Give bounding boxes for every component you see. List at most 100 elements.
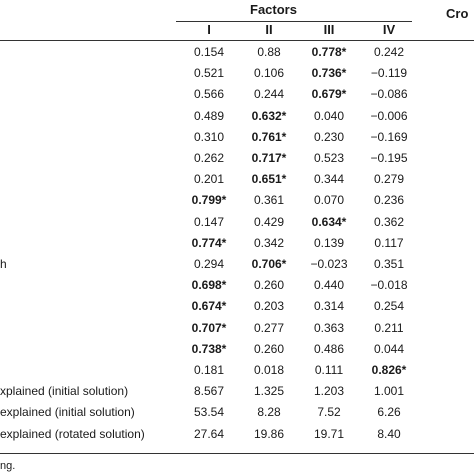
table-cell: 0.778* [311,45,347,59]
table-cell: 27.64 [193,426,225,441]
table-cell: 8.40 [377,426,401,441]
table-cell: 7.52 [317,405,341,420]
table-cell: 0.799* [191,193,227,208]
table-row: 0.707* 0.277 0.363 0.211 [0,318,474,339]
table-cell: 0.018 [253,363,285,377]
table-cell: 8.567 [193,384,225,399]
factors-header: Factors [250,2,297,17]
table-cell: 0.342 [253,235,285,250]
table-cell: 0.310 [193,129,225,144]
table-cell: −0.086 [370,87,408,102]
table-cell: 0.106 [253,66,285,81]
table-cell: −0.006 [370,108,408,123]
table-cell: 0.674* [191,299,227,314]
table-cell: 0.262 [193,151,225,165]
table-row: xplained (initial solution) 8.567 1.325 1.2… [0,381,474,402]
table-cell: 19.71 [313,426,345,441]
table-cell: 0.236 [373,193,405,208]
table-row: 0.566 0.244 0.679* −0.086 [0,84,474,105]
table-cell: 0.279 [373,172,405,187]
table-cell: 0.254 [373,299,405,314]
table-cell: −0.018 [370,278,408,293]
table-row: explained (rotated solution) 27.64 19.86 19… [0,424,474,445]
table-cell: 0.429 [253,214,285,229]
table-cell: 0.211 [374,320,404,335]
table-cell: 0.707* [191,320,227,335]
table-cell: 0.440 [313,278,345,293]
table-cell: 0.361 [253,193,285,208]
table-cell: 0.344 [313,172,345,187]
table-cell: 0.362 [373,214,405,229]
table-row: 0.489 0.632* 0.040 −0.006 [0,106,474,127]
table-row: 0.799* 0.361 0.070 0.236 [0,190,474,211]
table-cell: 0.040 [313,108,345,123]
col-header-2: II [265,22,273,37]
table-cell: 0.260 [253,278,285,293]
table-row: 0.310 0.761* 0.230 −0.169 [0,127,474,148]
table-cell: 0.111 [314,363,344,377]
col-header-3: III [323,22,335,37]
table-cell: 19.86 [253,426,285,441]
table-cell: 0.486 [313,341,345,356]
row-label: h [0,257,7,271]
table-cell: 0.147 [193,214,225,229]
table-cell: 0.044 [373,341,405,356]
bottom-rule [0,453,474,454]
table-cell: 0.201 [193,172,225,187]
footnote: ng. [0,460,16,472]
table-cell: 0.651* [251,172,287,187]
table-row: 0.521 0.106 0.736* −0.119 [0,63,474,84]
table-cell: 0.761* [251,129,287,144]
table-cell: 0.717* [251,151,287,165]
table-cell: 0.634* [311,214,347,229]
table-cell: −0.169 [370,129,408,144]
table-row: 0.154 0.88 0.778* 0.242 [0,42,474,63]
table-cell: 0.523 [313,151,345,165]
table-cell: 0.698* [191,278,227,293]
table-row: 0.262 0.717* 0.523 −0.195 [0,148,474,169]
table-row: 0.774* 0.342 0.139 0.117 [0,233,474,254]
row-label: explained (rotated solution) [0,426,145,441]
table-cell: 0.351 [373,257,405,271]
table-cell: 0.314 [313,299,345,314]
table-cell: 0.154 [193,45,225,59]
table-cell: 0.679* [311,87,347,102]
table-row: h 0.294 0.706* −0.023 0.351 [0,254,474,275]
table-cell: 0.706* [251,257,287,271]
col-header-1: I [207,22,211,37]
table-cell: 0.260 [253,341,285,356]
row-label: xplained (initial solution) [0,384,129,399]
table-cell: 0.242 [373,45,405,59]
table-cell: 0.277 [253,320,285,335]
col-header-4: IV [382,22,396,37]
table-cell: 0.203 [253,299,285,314]
table-row: 0.698* 0.260 0.440 −0.018 [0,275,474,296]
table-cell: 8.28 [257,405,281,420]
table-cell: 0.521 [193,66,225,81]
table-cell: 0.181 [193,363,225,377]
row-label: explained (initial solution) [0,405,135,420]
table-cell: 0.632* [251,108,287,123]
table-cell: 0.826* [371,363,407,377]
table-cell: −0.023 [310,257,348,271]
table-cell: 1.325 [253,384,285,399]
table-cell: 0.230 [313,129,345,144]
table-cell: 6.26 [377,405,401,420]
table-row: explained (initial solution) 53.54 8.28 7.5… [0,402,474,423]
table-cell: 0.363 [313,320,345,335]
table-cell: 53.54 [193,405,225,420]
table-cell: 0.566 [193,87,225,102]
table-row: 0.674* 0.203 0.314 0.254 [0,296,474,317]
table-cell: 1.001 [373,384,405,399]
table-cell: 0.294 [193,257,225,271]
table-cell: −0.119 [370,66,408,81]
table-cell: 0.070 [313,193,345,208]
table-row: 0.147 0.429 0.634* 0.362 [0,212,474,233]
table-cell: 0.88 [257,45,281,59]
factors-underline [176,21,412,22]
table-cell: 0.139 [313,235,345,250]
header-rule [0,40,474,41]
table-cell: 0.244 [253,87,285,102]
table-row: 0.181 0.018 0.111 0.826* [0,360,474,381]
